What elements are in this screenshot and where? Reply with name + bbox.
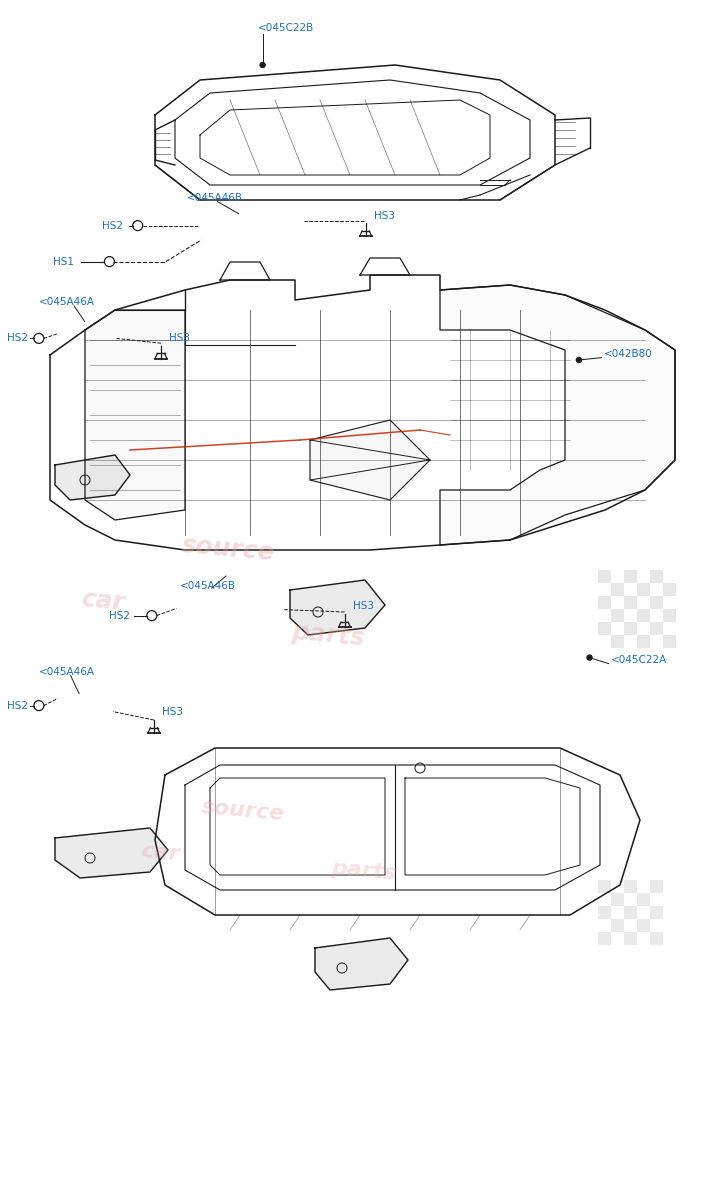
Bar [598,596,611,608]
Bar [611,608,624,622]
Bar [637,583,650,596]
Text: <045A46B: <045A46B [187,193,243,203]
Bar [650,880,663,893]
Bar [598,622,611,635]
Bar [650,906,663,919]
Circle shape [587,655,592,660]
Polygon shape [310,420,430,500]
Polygon shape [315,938,408,990]
Bar [611,583,624,596]
Bar [624,596,637,608]
Circle shape [260,62,265,67]
Bar [637,608,650,622]
Bar [624,880,637,893]
Bar [598,880,611,893]
Bar [637,635,650,648]
Text: parts: parts [330,858,397,884]
Text: HS2: HS2 [102,221,124,230]
Bar [624,932,637,946]
Text: car: car [80,587,126,614]
Text: HS2: HS2 [7,701,28,710]
Polygon shape [440,284,675,545]
Bar [598,906,611,919]
Text: <045A46A: <045A46A [39,667,95,677]
Bar [624,906,637,919]
Text: <045A46B: <045A46B [180,581,236,590]
Bar [611,893,624,906]
Bar [650,570,663,583]
Text: car: car [140,841,181,864]
Text: source: source [180,533,276,565]
Text: <045C22A: <045C22A [611,655,667,665]
Bar [650,622,663,635]
Text: HS3: HS3 [353,601,374,611]
Text: HS2: HS2 [7,334,28,343]
Circle shape [576,358,582,362]
Bar [611,919,624,932]
Polygon shape [290,580,385,635]
Polygon shape [55,455,130,500]
Bar [637,919,650,932]
Polygon shape [85,310,185,520]
Text: parts: parts [290,619,366,650]
Bar [624,570,637,583]
Bar [663,583,676,596]
Text: HS3: HS3 [169,334,191,343]
Text: HS3: HS3 [374,211,395,221]
Text: <042B80: <042B80 [604,349,652,359]
Text: <045A46A: <045A46A [39,298,95,307]
Bar [598,570,611,583]
Bar [663,608,676,622]
Text: HS1: HS1 [53,257,74,266]
Bar [650,932,663,946]
Bar [598,932,611,946]
Bar [650,596,663,608]
Bar [663,635,676,648]
Text: HS2: HS2 [109,611,131,620]
Text: HS3: HS3 [162,707,184,716]
Bar [611,635,624,648]
Polygon shape [55,828,168,878]
Text: <045C22B: <045C22B [258,23,314,32]
Text: source: source [200,797,285,824]
Bar [637,893,650,906]
Bar [624,622,637,635]
